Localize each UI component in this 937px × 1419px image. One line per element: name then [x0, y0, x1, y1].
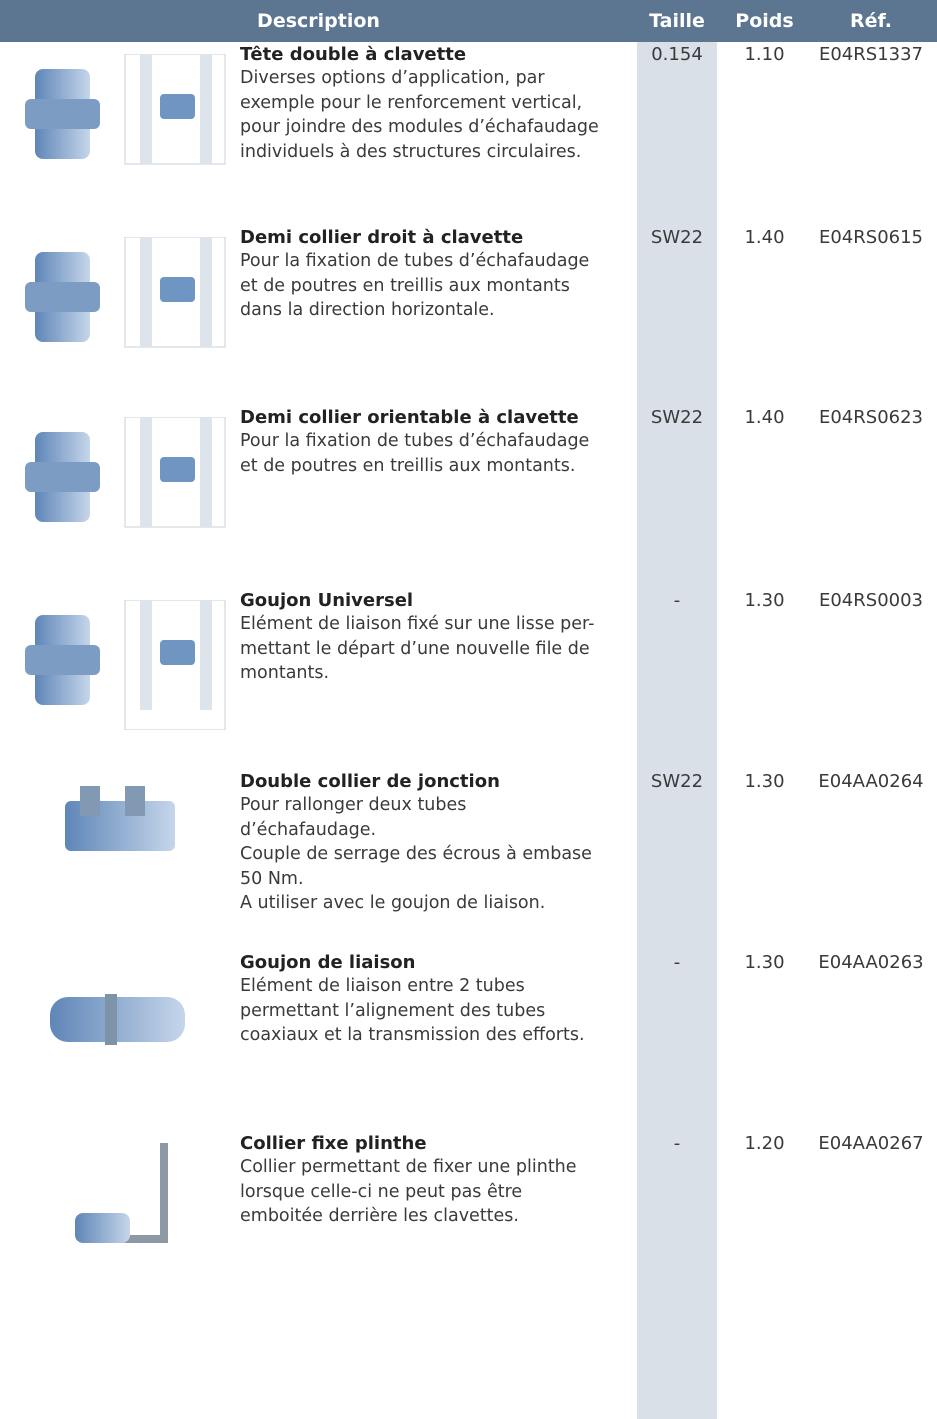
product-image — [75, 1143, 168, 1243]
item-description: Elément de liaison fixé sur une lisse pe… — [240, 614, 595, 634]
item-description: Diverses options d’application, par — [240, 68, 545, 88]
taille: SW22 — [650, 407, 704, 428]
item-description: Pour rallonger deux tubes — [240, 795, 467, 815]
taille: - — [673, 590, 681, 611]
reference: E04AA0263 — [818, 952, 924, 973]
reference: E04RS1337 — [818, 44, 924, 65]
poids: 1.30 — [744, 952, 785, 973]
item-description: 50 Nm. — [240, 868, 304, 889]
item-description: Elément de liaison entre 2 tubes — [240, 976, 525, 996]
item-description: lorsque celle-ci ne peut pas être — [240, 1181, 523, 1202]
product-image — [50, 994, 185, 1045]
product-image — [25, 417, 226, 528]
header-cell: Description — [257, 10, 380, 32]
item-description: individuels à des structures circulaires… — [240, 141, 582, 162]
reference: E04AA0267 — [818, 1133, 924, 1154]
item-title: Goujon de liaison — [240, 952, 416, 973]
item-description: mettant le départ d’une nouvelle file de — [240, 638, 590, 659]
item-description: montants. — [240, 663, 330, 683]
product-image — [25, 54, 226, 165]
poids: 1.40 — [744, 407, 785, 428]
item-description: coaxiaux et la transmission des efforts. — [240, 1025, 585, 1045]
item-description: Couple de serrage des écrous à embase — [240, 844, 592, 864]
reference: E04RS0615 — [818, 227, 924, 248]
item-title: Tête double à clavette — [240, 44, 467, 65]
item-title: Demi collier droit à clavette — [240, 227, 524, 248]
poids: 1.30 — [744, 590, 785, 611]
item-description: emboitée derrière les clavettes. — [240, 1206, 519, 1226]
taille: SW22 — [650, 227, 704, 248]
header-bar — [0, 0, 937, 42]
product-image — [25, 600, 226, 730]
poids: 1.10 — [744, 44, 785, 65]
header-cell: Poids — [735, 10, 794, 32]
product-image — [25, 237, 226, 348]
item-description: A utiliser avec le goujon de liaison. — [240, 893, 546, 913]
taille: 0.154 — [651, 44, 703, 65]
item-title: Demi collier orientable à clavette — [240, 407, 579, 428]
poids: 1.40 — [744, 227, 785, 248]
reference: E04RS0003 — [818, 590, 924, 611]
poids: 1.30 — [744, 771, 785, 792]
item-title: Double collier de jonction — [240, 771, 500, 792]
taille: SW22 — [650, 771, 704, 792]
poids: 1.20 — [744, 1133, 785, 1154]
header-cell: Réf. — [850, 10, 892, 32]
item-description: pour joindre des modules d’échafaudage — [240, 117, 599, 137]
reference: E04AA0264 — [818, 771, 924, 792]
item-title: Collier fixe plinthe — [240, 1133, 427, 1154]
item-description: Pour la fixation de tubes d’échafaudage — [240, 251, 590, 271]
header-cell: Taille — [649, 10, 705, 32]
item-description: exemple pour le renforcement vertical, — [240, 92, 583, 113]
product-image — [65, 786, 175, 851]
taille-column — [637, 42, 717, 1419]
item-description: et de poutres en treillis aux montants. — [240, 455, 576, 476]
item-description: permettant l’alignement des tubes — [240, 1000, 546, 1021]
taille: - — [673, 1133, 681, 1154]
item-description: et de poutres en treillis aux montants — [240, 275, 570, 296]
item-description: d’échafaudage. — [240, 819, 377, 840]
item-description: Collier permettant de fixer une plinthe — [240, 1157, 577, 1177]
item-description: Pour la fixation de tubes d’échafaudage — [240, 431, 590, 451]
item-title: Goujon Universel — [240, 590, 414, 611]
item-description: dans la direction horizontale. — [240, 300, 495, 320]
taille: - — [673, 952, 681, 973]
reference: E04RS0623 — [818, 407, 924, 428]
